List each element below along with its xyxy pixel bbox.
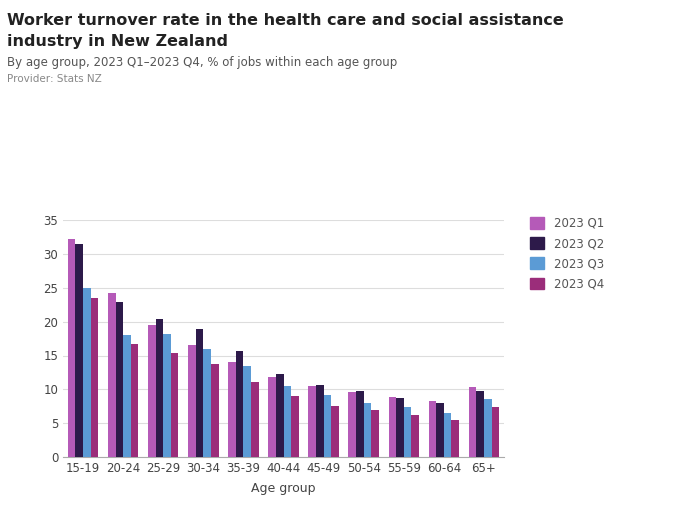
Text: industry in New Zealand: industry in New Zealand [7,34,228,49]
Bar [68,239,76,457]
Bar [108,293,116,457]
Bar [188,345,196,457]
Bar [91,298,98,457]
Bar [389,397,396,457]
Bar [323,395,331,457]
Bar [412,415,419,457]
Bar [404,407,412,457]
Bar [428,401,436,457]
Text: figure.nz: figure.nz [596,10,667,24]
Bar [83,288,91,457]
Bar [291,396,299,457]
Bar [163,334,171,457]
Bar [356,391,364,457]
Text: Worker turnover rate in the health care and social assistance: Worker turnover rate in the health care … [7,13,564,28]
Bar [131,344,139,457]
Bar [396,398,404,457]
Legend: 2023 Q1, 2023 Q2, 2023 Q3, 2023 Q4: 2023 Q1, 2023 Q2, 2023 Q3, 2023 Q4 [528,215,606,292]
Bar [452,421,459,457]
Bar [491,407,499,457]
Bar [476,391,484,457]
Bar [203,349,211,457]
Bar [444,413,452,457]
Bar [171,353,178,457]
Bar [228,362,236,457]
Bar [116,301,123,457]
Bar [331,406,339,457]
Bar [268,377,276,457]
Bar [436,403,444,457]
Bar [236,351,244,457]
Bar [316,384,323,457]
Bar [276,374,284,457]
Bar [469,386,476,457]
Bar [155,319,163,457]
Bar [371,410,379,457]
Bar [251,382,258,457]
Bar [349,392,356,457]
Bar [196,329,203,457]
Bar [123,334,131,457]
Bar [364,403,371,457]
Bar [76,244,83,457]
X-axis label: Age group: Age group [251,481,316,495]
Bar [211,364,218,457]
Bar [309,386,316,457]
Text: Provider: Stats NZ: Provider: Stats NZ [7,74,101,83]
Bar [244,366,251,457]
Bar [148,325,155,457]
Bar [284,386,291,457]
Bar [484,398,491,457]
Text: By age group, 2023 Q1–2023 Q4, % of jobs within each age group: By age group, 2023 Q1–2023 Q4, % of jobs… [7,56,398,69]
